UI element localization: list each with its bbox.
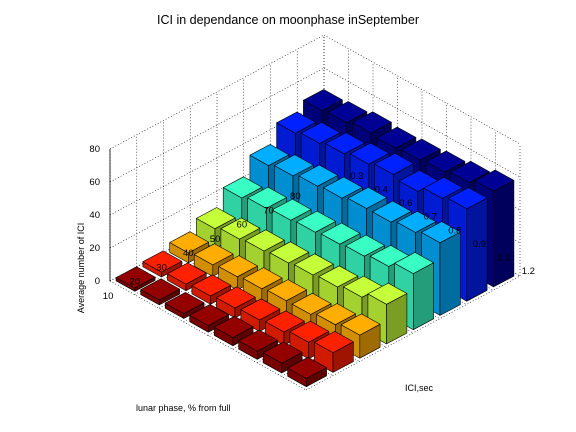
bar-1.2-40 — [367, 282, 408, 345]
y-tick-label: 30 — [156, 262, 167, 273]
x-tick-label: 0.7 — [424, 212, 437, 223]
bar-0.9-10 — [238, 329, 278, 360]
x-tick-label: 1.1 — [497, 253, 510, 264]
x-tick-label: 0.4 — [375, 184, 388, 195]
bar-1.2-10 — [287, 356, 327, 388]
x-tick-label: 0.9 — [473, 239, 486, 250]
x-axis-label: ICI,sec — [405, 383, 434, 393]
bar-0.3-20 — [142, 250, 183, 278]
y-tick-label: 40 — [183, 248, 194, 259]
y-tick-label: 60 — [237, 220, 248, 231]
z-tick-label: 60 — [89, 177, 100, 188]
tick-layer: 0 20 40 60 80 10 20 30 40 50 60 70 80 0.3 0.4 0.6 0.7 0.8… — [89, 144, 535, 302]
bar-0.4-10 — [140, 278, 180, 306]
bar-0.8-10 — [213, 315, 254, 347]
chart-title: ICI in dependance on moonphase inSeptemb… — [157, 13, 419, 27]
z-axis-label: Average number of ICI — [76, 223, 86, 313]
bar-0.6-20 — [191, 274, 232, 305]
x-tick-label: 1.2 — [522, 266, 535, 277]
x-tick-label: 0.8 — [448, 225, 461, 236]
bar-0.4-20 — [167, 262, 207, 292]
bar-0.3-10 — [115, 266, 156, 292]
z-tick-label: 20 — [89, 243, 100, 254]
x-tick-label: 0.6 — [399, 198, 412, 209]
bar-0.6-10 — [164, 292, 205, 319]
y-tick-label: 10 — [103, 291, 114, 302]
y-tick-label: 80 — [290, 191, 301, 202]
y-axis-label: lunar phase, % from full — [136, 403, 231, 413]
bar-1.1-10 — [262, 341, 303, 374]
z-tick-label: 80 — [89, 144, 100, 155]
bar-0.6-30 — [218, 255, 258, 291]
bar-1.2-70 — [447, 187, 488, 302]
y-tick-label: 70 — [263, 205, 274, 216]
bar-0.7-10 — [189, 304, 229, 333]
bar-layer — [115, 89, 515, 388]
y-tick-label: 50 — [210, 234, 221, 245]
bar-1.2-20 — [314, 331, 354, 373]
z-tick-label: 0 — [95, 276, 100, 287]
y-tick-label: 20 — [130, 277, 141, 288]
z-tick-label: 40 — [89, 210, 100, 221]
x-tick-label: 0.3 — [350, 171, 363, 182]
